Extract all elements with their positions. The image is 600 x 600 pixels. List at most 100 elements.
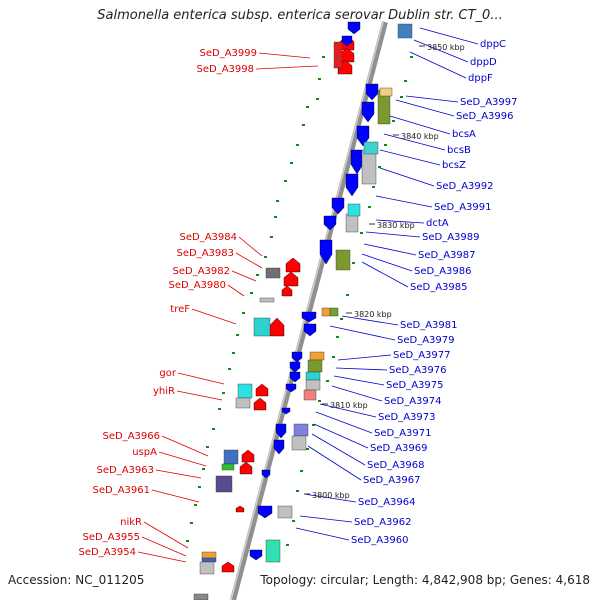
reverse-gene-arrow[interactable] (301, 311, 317, 323)
forward-gene-arrow[interactable] (283, 271, 299, 287)
reverse-gene-block[interactable] (303, 389, 317, 401)
forward-gene-arrow[interactable] (285, 257, 301, 273)
reverse-gene-arrow[interactable] (341, 35, 353, 47)
reverse-gene-label[interactable]: SeD_A3975 (386, 380, 444, 391)
reverse-gene-block[interactable] (347, 203, 361, 217)
forward-gene-label[interactable]: SeD_A3963 (97, 465, 155, 476)
reverse-gene-block[interactable] (291, 435, 307, 451)
reverse-gene-block[interactable] (361, 149, 377, 185)
forward-gene-label[interactable]: SeD_A3998 (197, 64, 255, 75)
reverse-gene-label[interactable]: SeD_A3977 (393, 350, 451, 361)
reverse-gene-label[interactable]: SeD_A3985 (410, 282, 468, 293)
reverse-gene-block[interactable] (193, 593, 209, 600)
forward-gene-block[interactable] (235, 397, 251, 409)
forward-gene-label[interactable]: SeD_A3984 (180, 232, 238, 243)
forward-gene-label[interactable]: SeD_A3980 (169, 280, 227, 291)
reverse-gene-arrow[interactable] (319, 239, 333, 265)
reverse-gene-block[interactable] (397, 23, 413, 39)
forward-gene-label[interactable]: gor (159, 368, 176, 379)
reverse-gene-arrow[interactable] (291, 351, 303, 363)
reverse-gene-label[interactable]: SeD_A3973 (378, 412, 436, 423)
reverse-gene-arrow[interactable] (249, 549, 263, 561)
reverse-gene-block[interactable] (345, 213, 359, 233)
forward-gene-block[interactable] (221, 463, 235, 471)
reverse-gene-label[interactable]: SeD_A3996 (456, 111, 514, 122)
reverse-gene-label[interactable]: SeD_A3986 (414, 266, 472, 277)
reverse-gene-arrow[interactable] (331, 197, 345, 215)
reverse-gene-label[interactable]: dppF (468, 73, 493, 84)
forward-gene-block[interactable] (333, 41, 343, 69)
forward-gene-label[interactable]: SeD_A3966 (103, 431, 161, 442)
reverse-gene-block[interactable] (277, 505, 293, 519)
forward-gene-arrow[interactable] (281, 285, 293, 297)
reverse-gene-label[interactable]: SeD_A3971 (374, 428, 432, 439)
forward-gene-arrow[interactable] (239, 461, 253, 475)
forward-gene-block[interactable] (237, 383, 253, 399)
reverse-gene-arrow[interactable] (289, 371, 301, 383)
reverse-gene-block[interactable] (321, 307, 331, 317)
reverse-gene-arrow[interactable] (275, 423, 287, 439)
reverse-gene-arrow[interactable] (365, 83, 379, 101)
reverse-gene-label[interactable]: SeD_A3960 (351, 535, 409, 546)
forward-gene-block[interactable] (265, 267, 281, 279)
forward-gene-label[interactable]: SeD_A3954 (79, 547, 137, 558)
reverse-gene-arrow[interactable] (303, 323, 317, 337)
reverse-gene-block[interactable] (265, 539, 281, 563)
reverse-gene-label[interactable]: dctA (426, 218, 449, 229)
reverse-gene-arrow[interactable] (345, 173, 359, 197)
reverse-gene-block[interactable] (363, 141, 379, 155)
reverse-gene-block[interactable] (293, 423, 309, 437)
reverse-gene-arrow[interactable] (281, 407, 291, 415)
reverse-gene-label[interactable]: bcsB (447, 145, 471, 156)
reverse-gene-arrow[interactable] (323, 215, 337, 231)
reverse-gene-label[interactable]: SeD_A3987 (418, 250, 476, 261)
reverse-gene-label[interactable]: bcsA (452, 129, 476, 140)
forward-gene-arrow[interactable] (255, 383, 269, 397)
reverse-gene-label[interactable]: SeD_A3974 (384, 396, 442, 407)
reverse-gene-label[interactable]: SeD_A3989 (422, 232, 480, 243)
reverse-gene-label[interactable]: dppD (470, 57, 497, 68)
reverse-gene-label[interactable]: SeD_A3964 (358, 497, 416, 508)
reverse-gene-arrow[interactable] (347, 21, 361, 35)
forward-gene-arrow[interactable] (235, 505, 245, 513)
reverse-gene-block[interactable] (379, 87, 393, 97)
reverse-gene-label[interactable]: SeD_A3962 (354, 517, 412, 528)
forward-gene-label[interactable]: nikR (120, 517, 142, 528)
reverse-gene-label[interactable]: SeD_A3976 (389, 365, 447, 376)
forward-gene-block[interactable] (201, 557, 217, 563)
forward-gene-label[interactable]: SeD_A3961 (93, 485, 151, 496)
forward-gene-arrow[interactable] (221, 561, 235, 573)
forward-gene-label[interactable]: uspA (132, 447, 157, 458)
forward-gene-block[interactable] (253, 317, 271, 337)
reverse-gene-arrow[interactable] (289, 361, 301, 373)
reverse-gene-arrow[interactable] (261, 469, 271, 479)
reverse-gene-arrow[interactable] (361, 101, 375, 123)
forward-gene-label[interactable]: SeD_A3982 (173, 266, 231, 277)
forward-gene-block[interactable] (223, 449, 239, 465)
reverse-gene-label[interactable]: SeD_A3981 (400, 320, 458, 331)
reverse-gene-label[interactable]: SeD_A3969 (370, 443, 428, 454)
reverse-gene-label[interactable]: bcsZ (442, 160, 466, 171)
reverse-gene-block[interactable] (335, 249, 351, 271)
reverse-gene-block[interactable] (305, 371, 321, 381)
reverse-gene-label[interactable]: SeD_A3968 (367, 460, 425, 471)
reverse-gene-arrow[interactable] (273, 439, 285, 455)
reverse-gene-arrow[interactable] (285, 383, 297, 393)
forward-gene-label[interactable]: SeD_A3999 (200, 48, 258, 59)
reverse-gene-block[interactable] (305, 379, 321, 391)
reverse-gene-label[interactable]: SeD_A3967 (363, 475, 421, 486)
reverse-gene-block[interactable] (309, 351, 325, 361)
forward-gene-block[interactable] (215, 475, 233, 493)
reverse-gene-label[interactable]: SeD_A3992 (436, 181, 494, 192)
forward-gene-label[interactable]: SeD_A3955 (83, 532, 141, 543)
forward-gene-label[interactable]: SeD_A3983 (177, 248, 235, 259)
forward-gene-arrow[interactable] (269, 317, 285, 337)
forward-gene-block[interactable] (201, 551, 217, 559)
forward-gene-block[interactable] (199, 561, 215, 575)
reverse-gene-arrow[interactable] (257, 505, 273, 519)
forward-gene-label[interactable]: yhiR (153, 386, 175, 397)
forward-gene-arrow[interactable] (253, 397, 267, 411)
forward-gene-arrow[interactable] (241, 449, 255, 463)
reverse-gene-block[interactable] (329, 307, 339, 317)
